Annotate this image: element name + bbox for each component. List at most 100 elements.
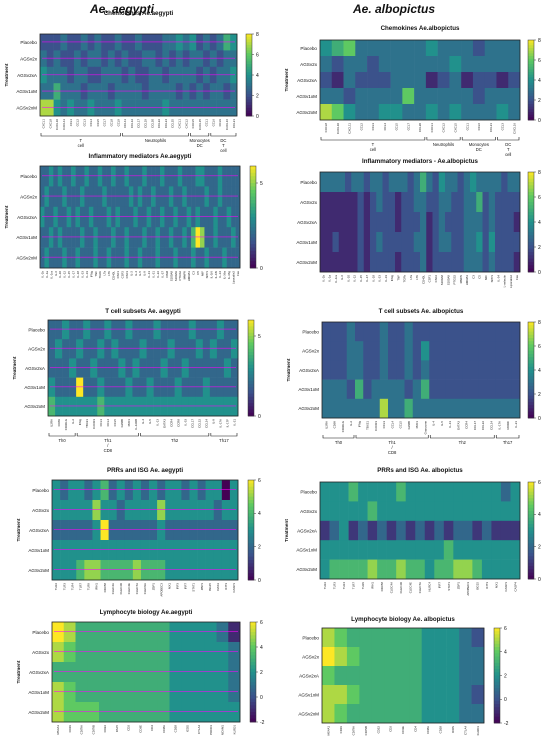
heatmap-cell: [457, 212, 465, 233]
heatmap-cell: [320, 104, 333, 121]
heatmap-cell: [461, 56, 474, 73]
colorbar-segment: [528, 338, 534, 342]
colorbar-segment: [246, 102, 252, 106]
heatmap-cell: [76, 396, 84, 417]
heatmap-cell: [120, 186, 125, 208]
accent-streak: [42, 236, 238, 238]
colorbar-segment: [528, 98, 534, 102]
column-label: CXCL1: [430, 123, 434, 133]
colorbar-segment: [248, 500, 254, 504]
colorbar-segment: [528, 501, 534, 506]
heatmap-cell: [216, 702, 229, 723]
heatmap-cell: [488, 212, 496, 233]
heatmap-cell: [445, 379, 455, 400]
colorbar-segment: [528, 504, 534, 509]
column-label: CASP1: [232, 583, 236, 593]
heatmap-cell: [168, 227, 174, 248]
heatmap-panel-8: Lymphocyte biology Ae.aegyptiPlaceboAGSv…: [16, 609, 265, 735]
heatmap-cell: [140, 540, 150, 561]
heatmap-cell: [421, 322, 430, 342]
heatmap-cell: [414, 56, 427, 73]
colorbar-tick-label: -2: [260, 720, 265, 726]
colorbar-segment: [528, 96, 534, 100]
colorbar-segment: [250, 196, 256, 201]
heatmap-cell: [120, 166, 125, 187]
heatmap-cell: [462, 520, 473, 541]
colorbar-segment: [528, 540, 534, 544]
column-label: IFIT3: [485, 582, 489, 589]
heatmap-cell: [445, 341, 455, 361]
heatmap-cell: [53, 247, 59, 269]
heatmap-cell: [437, 104, 450, 121]
heatmap-cell: [401, 232, 408, 253]
heatmap-cell: [355, 341, 364, 361]
column-label: HMGB1: [465, 275, 469, 286]
heatmap-cell: [457, 232, 465, 253]
heatmap-cell: [92, 560, 101, 581]
heatmap-cell: [443, 520, 454, 541]
heatmap-frame: [39, 165, 241, 269]
colorbar-segment: [248, 377, 254, 382]
heatmap-cell: [437, 72, 450, 89]
heatmap-cell: [53, 166, 59, 187]
heatmap-cell: [208, 247, 214, 269]
colorbar-segment: [248, 543, 254, 548]
heatmap-cell: [438, 212, 446, 233]
column-label: IL-4: [432, 421, 436, 426]
heatmap-cell: [320, 192, 327, 213]
colorbar-segment: [528, 114, 534, 118]
heatmap-cell: [111, 377, 119, 398]
column-label: CSF2: [434, 275, 438, 283]
column-label: CCL24: [205, 419, 209, 428]
heatmap-cell: [90, 358, 98, 378]
heatmap-cell: [193, 622, 206, 643]
column-label: CLEC4E: [409, 582, 413, 593]
heatmap-cell: [124, 227, 130, 248]
heatmap-cell: [495, 398, 504, 419]
column-label: IL-1f9: [214, 271, 218, 279]
heatmap-cell: [157, 500, 166, 521]
heatmap-cell: [510, 501, 521, 522]
heatmap-cell: [174, 320, 183, 340]
colorbar-segment: [250, 183, 256, 187]
heatmap-cell: [320, 520, 330, 541]
heatmap-cell: [320, 212, 327, 233]
heatmap-cell: [407, 212, 415, 233]
heatmap-cell: [425, 56, 438, 73]
heatmap-cell: [386, 501, 397, 522]
heatmap-cell: [140, 560, 150, 581]
heatmap-cell: [193, 642, 206, 663]
colorbar-segment: [248, 536, 254, 541]
heatmap-cell: [151, 247, 156, 269]
row-label: AGSv2x: [302, 654, 320, 659]
colorbar-segment: [528, 549, 534, 554]
heatmap-cell: [420, 192, 427, 213]
colorbar-segment: [250, 261, 256, 265]
colorbar-segment: [248, 523, 254, 528]
heatmap-cell: [346, 628, 360, 648]
heatmap-cell: [157, 702, 170, 723]
heatmap-cell: [322, 322, 331, 342]
heatmap-cell: [71, 166, 76, 187]
group-label: Th0: [335, 440, 343, 445]
heatmap-cell: [339, 520, 349, 541]
heatmap-cell: [181, 320, 190, 340]
colorbar-segment: [528, 572, 534, 577]
heatmap-cell: [92, 500, 101, 521]
colorbar-segment: [248, 326, 254, 330]
colorbar-segment: [528, 106, 534, 110]
column-label: MIF: [484, 275, 488, 280]
heatmap-cell: [160, 247, 165, 269]
heatmap-title: Chemokines Ae.aegypti: [104, 10, 174, 17]
heatmap-cell: [80, 166, 85, 187]
colorbar-segment: [250, 665, 256, 670]
heatmap-cell: [481, 501, 492, 522]
colorbar-segment: [246, 66, 252, 70]
heatmap-cell: [88, 227, 94, 248]
heatmap-cell: [343, 104, 356, 121]
heatmap-cell: [189, 480, 198, 501]
heatmap-cell: [437, 360, 447, 380]
row-label: AGSv2x: [32, 508, 50, 513]
column-label: CD40LG: [341, 420, 345, 432]
accent-streak: [42, 41, 235, 43]
